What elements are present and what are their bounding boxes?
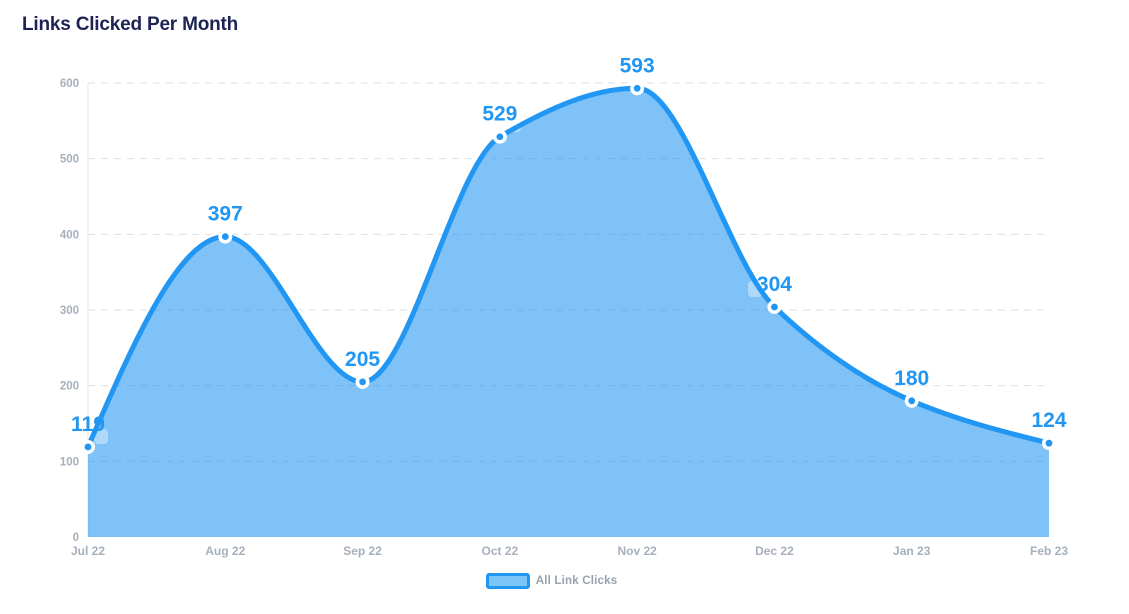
data-point-dot	[1045, 439, 1053, 447]
label-highlight	[94, 429, 108, 444]
data-label: 529	[482, 103, 517, 126]
y-axis-label: 100	[60, 456, 79, 468]
y-axis-label: 200	[60, 381, 79, 393]
data-label: 593	[620, 54, 655, 77]
data-label: 205	[345, 348, 380, 371]
chart-title: Links Clicked Per Month	[22, 14, 239, 35]
x-axis-label: Dec 22	[755, 544, 794, 558]
data-point-dot	[771, 303, 778, 311]
data-label: 397	[208, 203, 243, 226]
y-axis-label: 0	[73, 532, 79, 544]
y-axis-label: 400	[60, 229, 79, 241]
y-axis-label: 500	[60, 154, 79, 166]
data-point-dot	[221, 233, 229, 241]
x-axis-label: Aug 22	[205, 544, 245, 558]
x-axis-label: Feb 23	[1030, 544, 1068, 558]
data-point-dot	[633, 84, 641, 92]
area-fill	[88, 88, 1049, 538]
x-axis-label: Sep 22	[343, 544, 382, 558]
legend-item-all-link-clicks[interactable]: All Link Clicks	[485, 570, 618, 592]
data-label: 180	[894, 367, 929, 390]
y-axis-label: 300	[60, 305, 79, 317]
data-label: 304	[757, 273, 792, 296]
legend-swatch	[485, 573, 530, 589]
data-point-dot	[908, 397, 916, 405]
y-axis-label: 600	[60, 78, 79, 90]
x-axis-label: Jul 22	[71, 544, 105, 558]
legend: All Link Clicks	[0, 570, 1116, 592]
data-point-dot	[496, 133, 504, 141]
data-label: 124	[1031, 409, 1066, 432]
data-point-dot	[359, 378, 366, 386]
x-axis-label: Jan 23	[893, 544, 931, 558]
data-point-dot	[84, 443, 92, 451]
x-axis-label: Oct 22	[482, 544, 519, 558]
data-label: 119	[71, 413, 105, 436]
x-axis-label: Nov 22	[617, 544, 657, 558]
legend-label: All Link Clicks	[535, 575, 618, 587]
